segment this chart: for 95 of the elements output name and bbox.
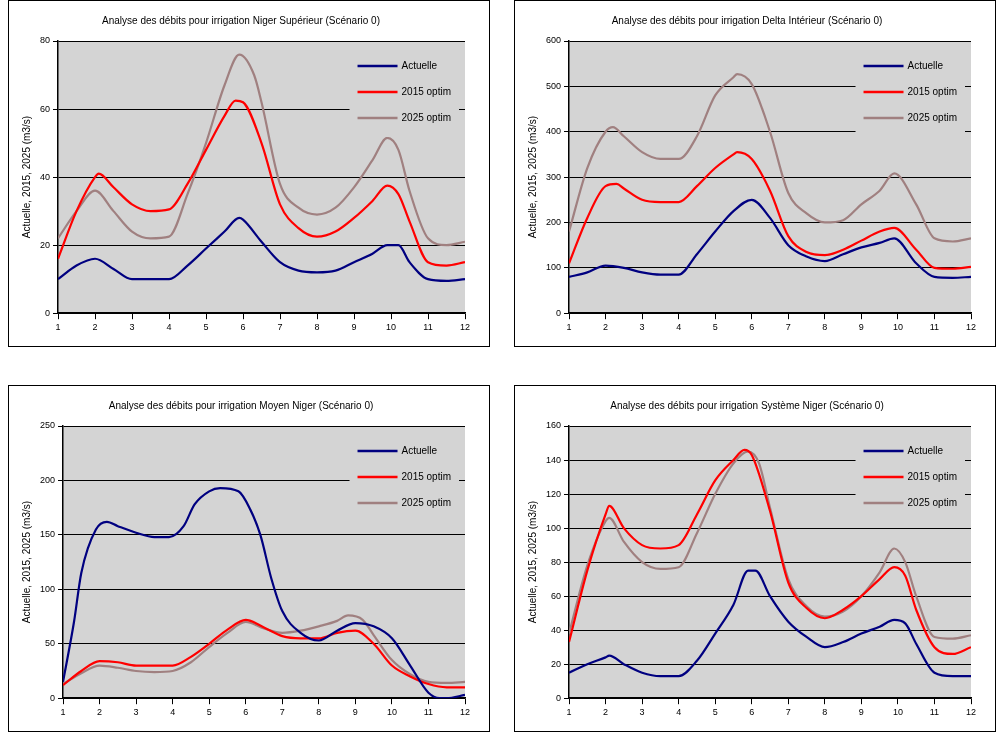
x-tick-label: 10 (892, 322, 903, 333)
legend-label: Actuelle (907, 59, 944, 71)
x-tick-label: 4 (166, 322, 172, 333)
chart-title: Analyse des débits pour irrigation Système Niger (Scénario 0) (610, 399, 884, 411)
x-tick-label: 6 (240, 322, 246, 333)
y-tick-label: 40 (40, 171, 51, 182)
x-tick-label: 8 (822, 707, 828, 718)
legend-label: 2025 optim (401, 111, 452, 123)
y-tick-label: 120 (545, 488, 562, 499)
x-tick-label: 5 (712, 707, 718, 718)
x-tick-label: 10 (386, 707, 397, 718)
x-tick-label: 1 (55, 322, 61, 333)
y-axis-title: Actuelle, 2015, 2025 (m3/s) (526, 500, 538, 624)
y-tick-label: 500 (545, 80, 562, 91)
x-tick-label: 4 (676, 707, 682, 718)
x-tick-label: 1 (60, 707, 66, 718)
x-tick-label: 5 (206, 707, 212, 718)
x-tick-label: 2 (97, 707, 103, 718)
x-tick-label: 9 (351, 322, 357, 333)
y-axis-title: Actuelle, 2015, 2025 (m3/s) (20, 500, 32, 624)
y-tick-label: 0 (45, 307, 51, 318)
x-tick-label: 5 (712, 322, 718, 333)
x-tick-label: 9 (858, 707, 864, 718)
y-tick-label: 200 (545, 216, 562, 227)
y-tick-label: 80 (551, 556, 562, 567)
x-tick-label: 11 (423, 322, 433, 333)
y-tick-label: 100 (39, 583, 56, 594)
legend-label: 2015 optim (907, 85, 958, 97)
x-tick-label: 12 (965, 322, 977, 333)
legend-label: 2015 optim (401, 85, 452, 97)
y-tick-label: 600 (545, 35, 562, 46)
x-tick-label: 3 (639, 707, 645, 718)
x-tick-label: 8 (314, 322, 320, 333)
x-tick-label: 10 (892, 707, 903, 718)
x-tick-label: 12 (965, 707, 977, 718)
y-tick-label: 200 (39, 474, 56, 485)
x-tick-label: 9 (858, 322, 864, 333)
x-tick-label: 5 (203, 322, 209, 333)
y-tick-label: 60 (551, 590, 562, 601)
x-tick-label: 6 (749, 707, 755, 718)
x-tick-label: 11 (929, 322, 940, 333)
legend-label: 2025 optim (907, 111, 958, 123)
chart-title: Analyse des débits pour irrigation Moyen Niger (Scénario 0) (108, 399, 374, 411)
x-tick-label: 3 (639, 322, 645, 333)
x-tick-label: 7 (277, 322, 283, 333)
y-tick-label: 0 (556, 692, 562, 703)
y-axis-title: Actuelle, 2015, 2025 (m3/s) (20, 115, 32, 239)
x-tick-label: 4 (170, 707, 176, 718)
x-tick-label: 12 (459, 322, 471, 333)
x-tick-label: 2 (92, 322, 98, 333)
x-tick-label: 7 (279, 707, 285, 718)
y-tick-label: 100 (545, 262, 562, 273)
y-tick-label: 0 (50, 692, 56, 703)
legend-label: Actuelle (401, 59, 438, 71)
legend-label: Actuelle (907, 444, 944, 456)
x-tick-label: 6 (749, 322, 755, 333)
x-tick-label: 11 (423, 707, 434, 718)
y-tick-label: 80 (40, 35, 51, 46)
x-tick-label: 3 (129, 322, 135, 333)
y-tick-label: 400 (545, 126, 562, 137)
legend-label: 2025 optim (401, 496, 452, 508)
y-tick-label: 60 (40, 103, 51, 114)
chart-title: Analyse des débits pour irrigation Delta Intérieur (Scénario 0) (611, 14, 883, 26)
x-tick-label: 2 (603, 322, 609, 333)
y-tick-label: 140 (545, 454, 562, 465)
x-tick-label: 2 (603, 707, 609, 718)
x-tick-label: 1 (566, 707, 572, 718)
chart-title: Analyse des débits pour irrigation Niger Supérieur (Scénario 0) (102, 14, 380, 26)
y-tick-label: 250 (39, 420, 56, 431)
x-tick-label: 11 (929, 707, 940, 718)
y-tick-label: 0 (556, 307, 562, 318)
x-tick-label: 9 (352, 707, 358, 718)
y-tick-label: 150 (39, 529, 56, 540)
y-tick-label: 50 (45, 638, 56, 649)
y-axis-title: Actuelle, 2015, 2025 (m3/s) (526, 115, 538, 239)
legend-label: Actuelle (401, 444, 438, 456)
x-tick-label: 8 (822, 322, 828, 333)
x-tick-label: 7 (785, 707, 791, 718)
x-tick-label: 10 (385, 322, 397, 333)
x-tick-label: 1 (566, 322, 572, 333)
y-tick-label: 20 (551, 658, 562, 669)
x-tick-label: 8 (316, 707, 322, 718)
x-tick-label: 4 (676, 322, 682, 333)
legend-label: 2015 optim (907, 470, 958, 482)
y-tick-label: 40 (551, 624, 562, 635)
x-tick-label: 3 (133, 707, 139, 718)
x-tick-label: 12 (459, 707, 471, 718)
y-tick-label: 100 (545, 522, 562, 533)
legend-label: 2015 optim (401, 470, 452, 482)
y-tick-label: 300 (545, 171, 562, 182)
y-tick-label: 160 (545, 420, 562, 431)
x-tick-label: 6 (243, 707, 249, 718)
legend-label: 2025 optim (907, 496, 958, 508)
x-tick-label: 7 (785, 322, 791, 333)
y-tick-label: 20 (40, 239, 51, 250)
